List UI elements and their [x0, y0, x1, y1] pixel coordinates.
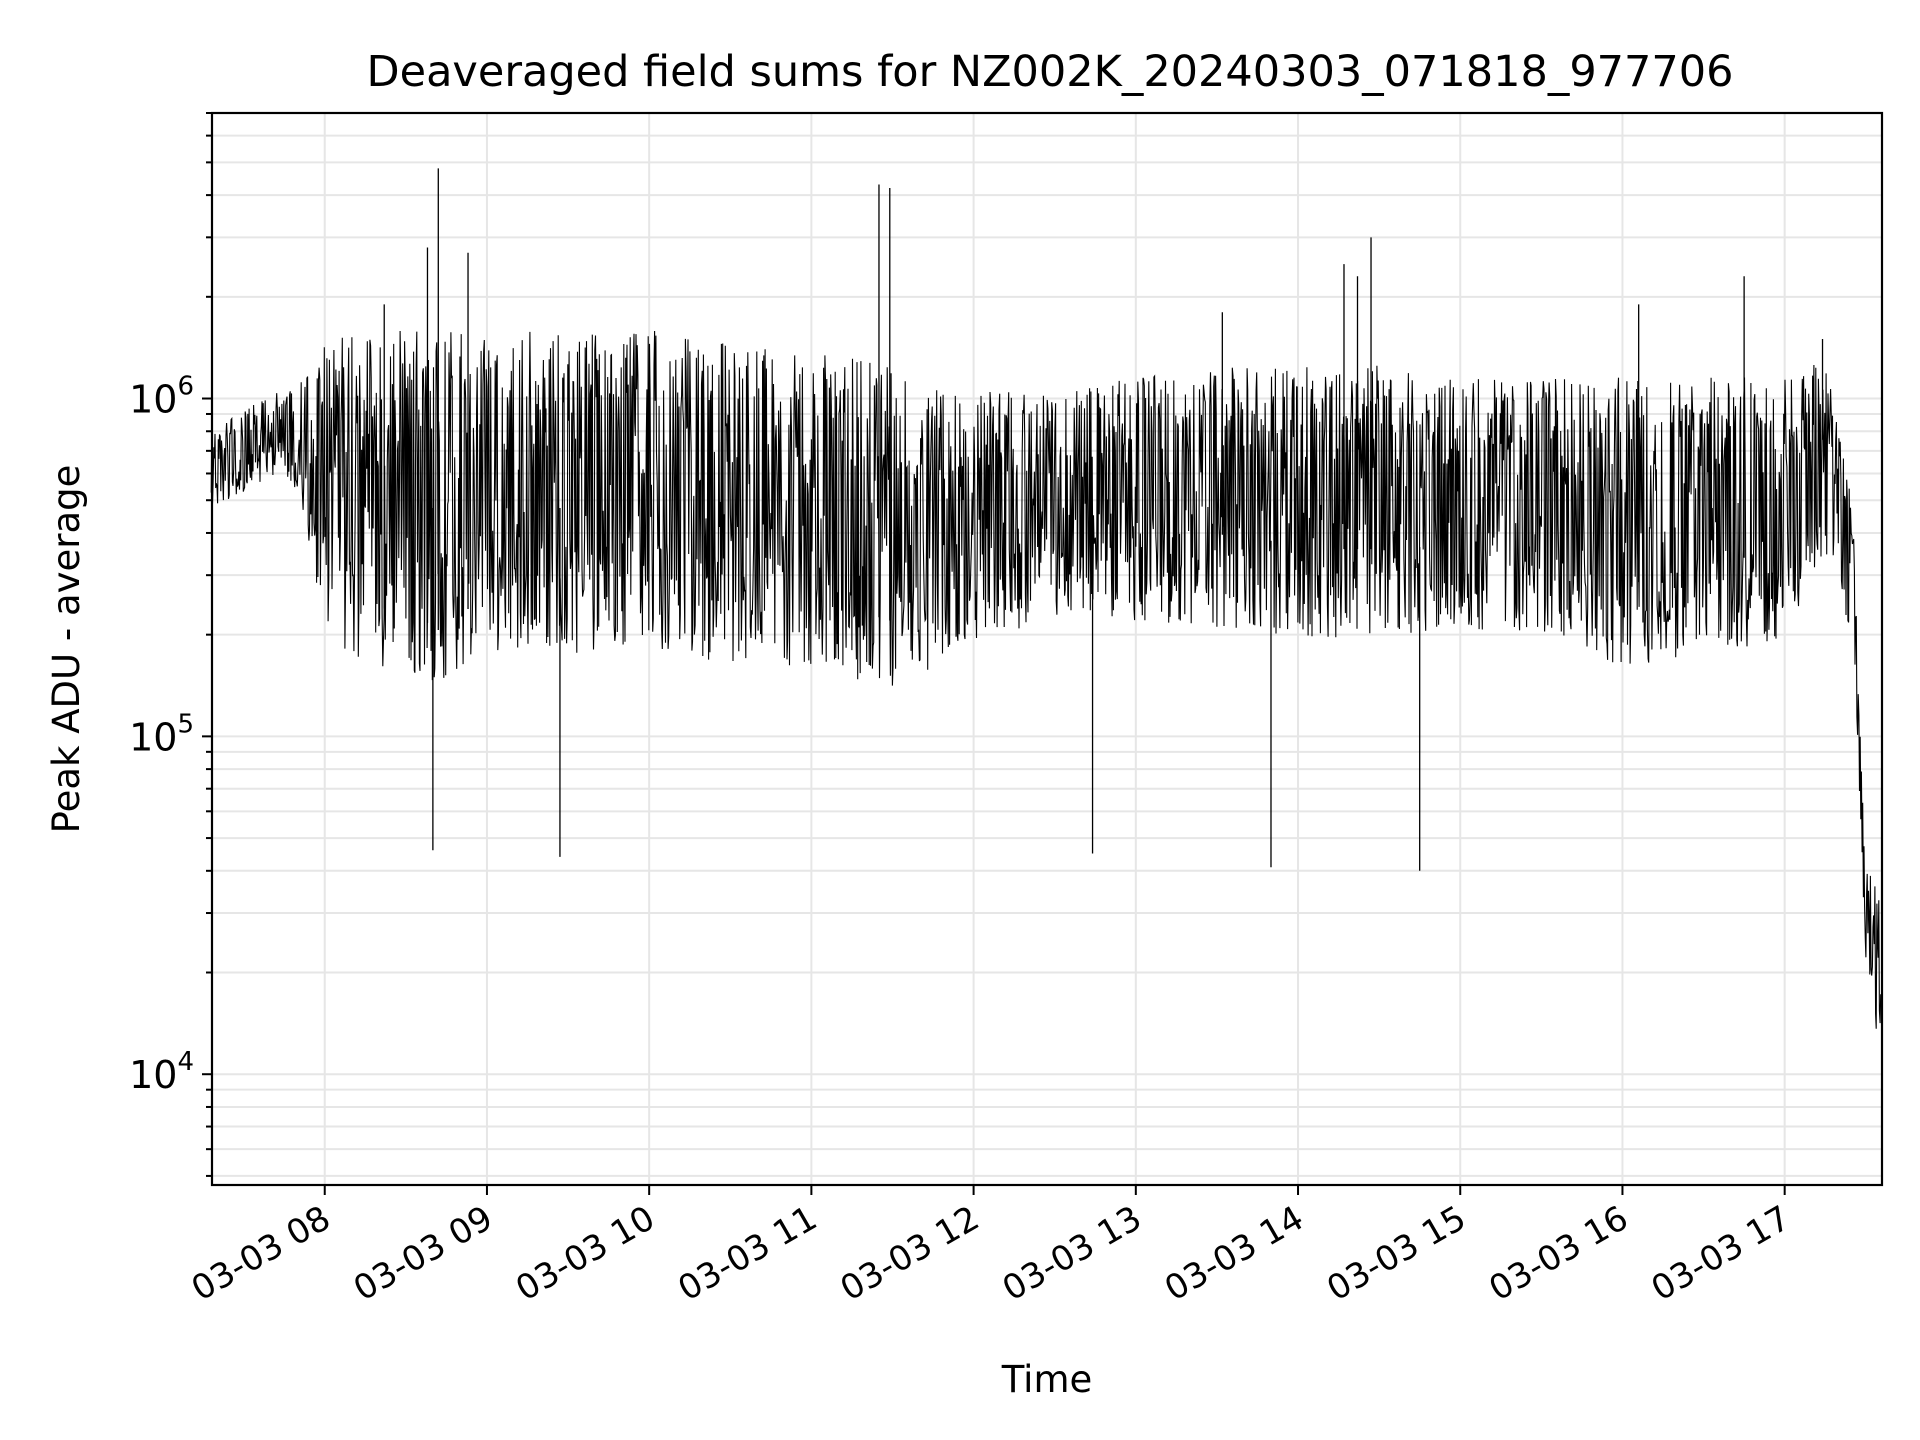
plot-area-frame: [210, 111, 1884, 1187]
chart-title: Deaveraged field sums for NZ002K_2024030…: [367, 47, 1734, 97]
data-series: [210, 168, 1883, 1029]
y-tick-label: 106: [129, 372, 194, 422]
y-tick-label-exponent: 5: [177, 709, 194, 739]
y-tick-label-base: 10: [129, 1053, 177, 1097]
y-tick-label-exponent: 4: [177, 1047, 194, 1077]
y-tick-label: 104: [129, 1047, 194, 1097]
data-series-line: [210, 330, 1883, 1029]
y-tick-label-exponent: 6: [177, 372, 194, 402]
y-tick-label-base: 10: [129, 715, 177, 759]
y-axis-label: Peak ADU - average: [45, 465, 88, 834]
y-tick-label: 105: [129, 709, 194, 759]
y-tick-label-base: 10: [129, 378, 177, 422]
x-axis-label: Time: [1001, 1358, 1093, 1401]
